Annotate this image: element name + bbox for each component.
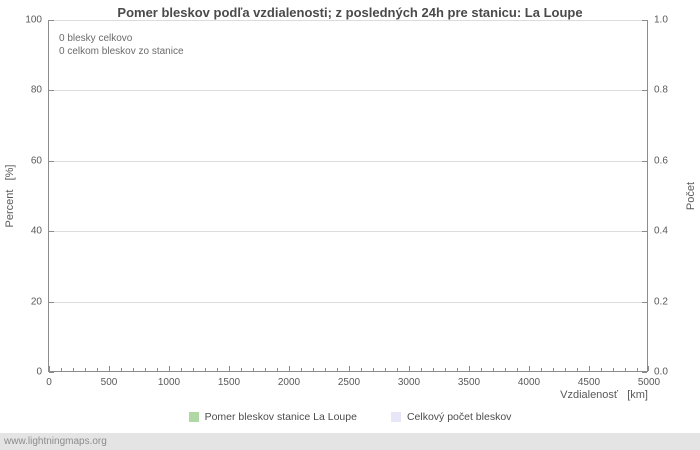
right-tick [642, 372, 647, 373]
gridline [49, 161, 647, 162]
right-tick [642, 231, 647, 232]
gridline [49, 302, 647, 303]
y-axis-label-left: Percent [%] [4, 164, 16, 228]
x-axis-tick-label: 4500 [577, 377, 601, 388]
x-axis-tick-label: 500 [100, 377, 118, 388]
left-tick [49, 20, 54, 21]
right-tick [642, 161, 647, 162]
x-tick [648, 366, 649, 371]
x-axis-tick-label: 5000 [637, 377, 661, 388]
chart-title: Pomer bleskov podľa vzdialenosti; z posl… [117, 5, 583, 20]
gridline [49, 20, 647, 21]
right-tick [642, 302, 647, 303]
left-tick [49, 161, 54, 162]
legend-swatch-icon [390, 412, 401, 422]
legend-label: Celkový počet bleskov [406, 411, 512, 423]
x-axis-tick-label: 3500 [457, 377, 481, 388]
x-axis-tick-label: 3000 [397, 377, 421, 388]
y2-axis-tick-label: 0.0 [654, 366, 668, 378]
y-axis-tick-label: 40 [30, 225, 42, 237]
gridline [49, 90, 647, 91]
legend: Pomer bleskov stanice La Loupe Celkový po… [0, 411, 700, 423]
annotation-line-2: 0 celkom bleskov zo stanice [59, 46, 184, 57]
left-tick [49, 231, 54, 232]
plot-area: 0 blesky celkovo 0 celkom bleskov zo sta… [25, 15, 668, 389]
left-tick [49, 90, 54, 91]
y2-axis-tick-label: 1.0 [654, 14, 668, 26]
y2-axis-tick-label: 0.4 [654, 225, 668, 237]
legend-label: Pomer bleskov stanice La Loupe [204, 411, 357, 423]
y-axis-tick-label: 60 [30, 155, 42, 167]
y-axis-tick-label: 0 [36, 366, 42, 378]
legend-swatch-icon [188, 412, 199, 422]
x-axis-tick-label: 1500 [217, 377, 241, 388]
y-axis-label-right: Počet [685, 181, 697, 211]
y-axis-tick-label: 100 [25, 14, 42, 26]
y-axis-tick-label: 80 [30, 84, 42, 96]
y2-axis-tick-label: 0.6 [654, 155, 668, 167]
x-axis-tick-label: 4000 [517, 377, 541, 388]
legend-item: Celkový počet bleskov [390, 411, 512, 423]
y2-axis-tick-label: 0.2 [654, 296, 668, 308]
annotation-totals: 0 blesky celkovo 0 celkom bleskov zo sta… [59, 32, 184, 58]
gridline [49, 231, 647, 232]
legend-item: Pomer bleskov stanice La Loupe [188, 411, 357, 423]
x-axis-tick-label: 2500 [337, 377, 361, 388]
x-axis-tick-label: 2000 [277, 377, 301, 388]
x-axis-tick-label: 1000 [157, 377, 181, 388]
annotation-line-1: 0 blesky celkovo [59, 33, 133, 44]
x-minor-ticks [49, 368, 647, 371]
y-axis-tick-label: 20 [30, 296, 42, 308]
right-tick [642, 90, 647, 91]
x-axis-label: Vzdialenosť [km] [560, 389, 648, 401]
watermark: www.lightningmaps.org [4, 436, 107, 447]
y2-axis-tick-label: 0.8 [654, 84, 668, 96]
x-axis-tick-label: 0 [46, 377, 52, 388]
plot-wrap: 0 blesky celkovo 0 celkom bleskov zo sta… [25, 15, 668, 389]
footer-bar: www.lightningmaps.org [0, 433, 700, 450]
left-tick [49, 302, 54, 303]
right-tick [642, 20, 647, 21]
left-tick [49, 372, 54, 373]
